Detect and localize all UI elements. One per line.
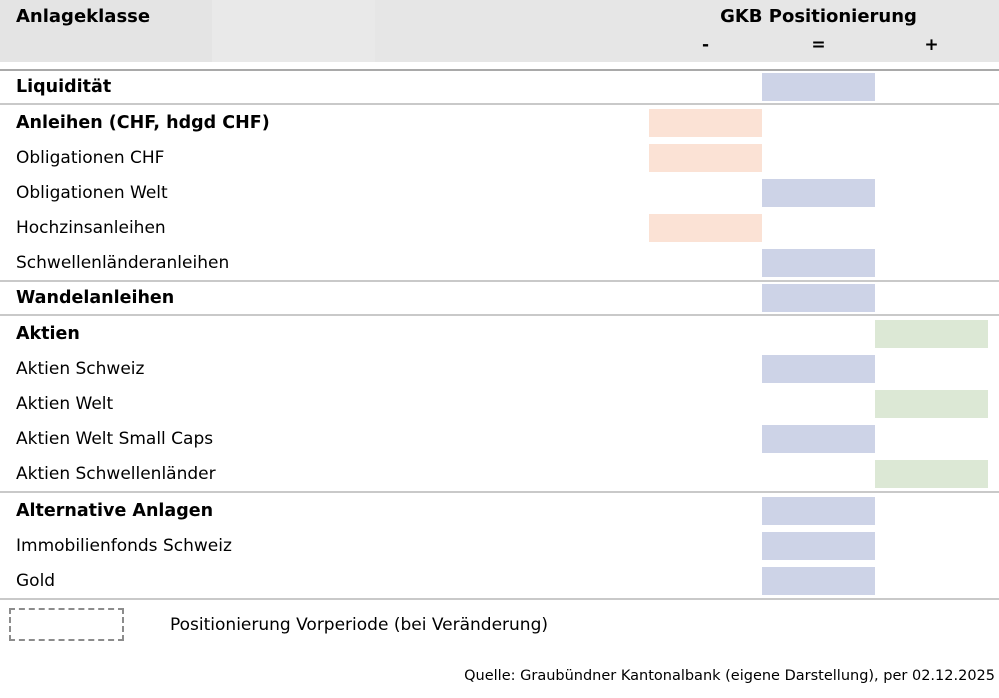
table-row: Hochzinsanleihen (0, 210, 999, 245)
position-bar-neutral (762, 496, 875, 525)
row-label: Liquidität (16, 77, 112, 97)
position-bar-neutral (762, 248, 875, 277)
row-label: Immobilienfonds Schweiz (16, 535, 232, 556)
table-row: Gold (0, 563, 999, 598)
row-label: Obligationen Welt (16, 182, 168, 203)
table-row: Schwellenländeranleihen (0, 245, 999, 280)
position-bar-minus (649, 143, 762, 172)
position-bar-neutral (762, 73, 875, 101)
row-label: Alternative Anlagen (16, 500, 214, 521)
table-row: Obligationen CHF (0, 140, 999, 175)
row-label: Aktien Welt (16, 393, 114, 414)
position-bar-neutral (762, 284, 875, 312)
position-bar-plus (875, 459, 988, 488)
table-row: Aktien Schwellenländer (0, 456, 999, 491)
position-bar-neutral (762, 354, 875, 383)
table-row: Liquidität (0, 71, 999, 103)
column-label-neutral: = (811, 35, 826, 55)
positioning-table: Liquidität Anleihen (CHF, hdgd CHF) Obliga… (0, 71, 999, 600)
table-row: Immobilienfonds Schweiz (0, 528, 999, 563)
asset-class-header: Anlageklasse (16, 6, 151, 27)
positioning-header: GKB Positionierung (720, 6, 917, 27)
source-note: Quelle: Graubündner Kantonalbank (eigene… (464, 668, 995, 684)
header-cell-positioning (375, 0, 999, 62)
table-section: Alternative Anlagen Immobilienfonds Schwe… (0, 493, 999, 600)
row-label: Aktien Schweiz (16, 358, 145, 379)
position-bar-minus (649, 108, 762, 137)
row-label: Hochzinsanleihen (16, 217, 166, 238)
header-cell-asset-class (0, 0, 212, 62)
position-bar-plus (875, 389, 988, 418)
row-label: Gold (16, 570, 56, 591)
legend-label: Positionierung Vorperiode (bei Veränderu… (170, 614, 548, 635)
column-label-plus: + (924, 35, 939, 55)
legend: Positionierung Vorperiode (bei Veränderu… (9, 608, 548, 641)
header-cell-gap (212, 0, 375, 62)
table-row: Aktien Welt Small Caps (0, 421, 999, 456)
row-label: Wandelanleihen (16, 288, 175, 308)
row-label: Aktien Schwellenländer (16, 463, 216, 484)
table-section: Aktien Aktien Schweiz Aktien Welt Aktien We… (0, 316, 999, 493)
previous-period-dashed-box (9, 608, 124, 641)
position-bar-plus (875, 319, 988, 348)
header-divider (0, 69, 999, 71)
position-bar-neutral (762, 566, 875, 595)
table-section: Wandelanleihen (0, 282, 999, 316)
table-row: Anleihen (CHF, hdgd CHF) (0, 105, 999, 140)
table-row: Aktien (0, 316, 999, 351)
position-bar-neutral (762, 531, 875, 560)
table-row: Wandelanleihen (0, 282, 999, 314)
table-row: Alternative Anlagen (0, 493, 999, 528)
row-label: Anleihen (CHF, hdgd CHF) (16, 112, 270, 133)
row-label: Aktien (16, 323, 80, 344)
table-row: Obligationen Welt (0, 175, 999, 210)
position-bar-minus (649, 213, 762, 242)
position-bar-neutral (762, 424, 875, 453)
row-label: Aktien Welt Small Caps (16, 428, 214, 449)
position-bar-neutral (762, 178, 875, 207)
table-section: Anleihen (CHF, hdgd CHF) Obligationen CHF… (0, 105, 999, 282)
table-section: Liquidität (0, 71, 999, 105)
table-row: Aktien Welt (0, 386, 999, 421)
table-row: Aktien Schweiz (0, 351, 999, 386)
row-label: Schwellenländeranleihen (16, 252, 230, 273)
column-label-minus: - (701, 35, 710, 55)
row-label: Obligationen CHF (16, 147, 165, 168)
